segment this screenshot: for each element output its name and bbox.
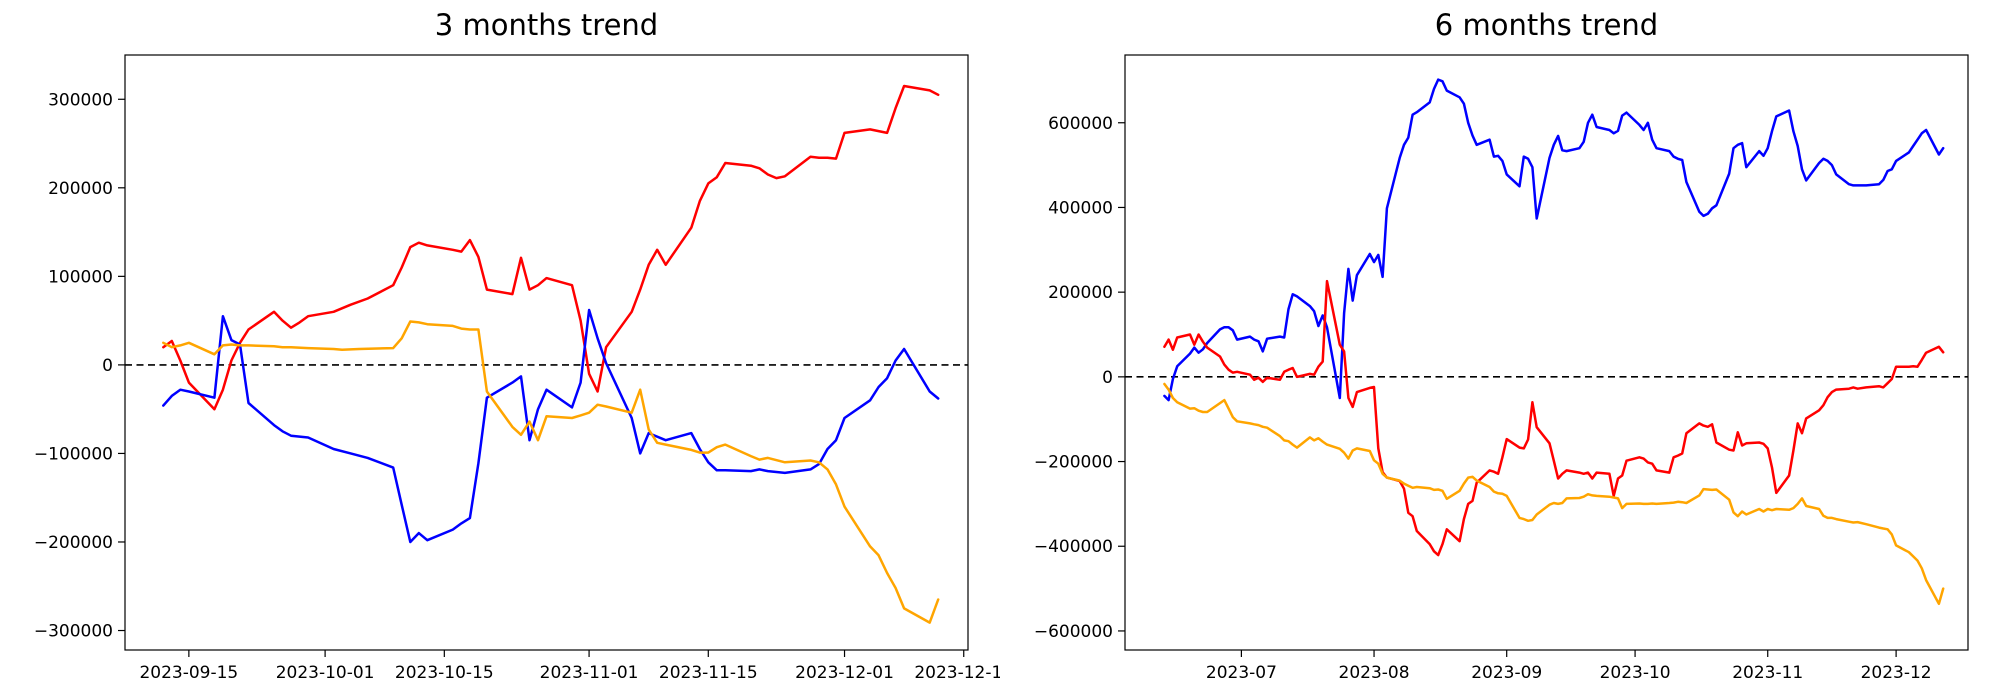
x-tick-label: 2023-12-15 <box>914 663 1000 683</box>
series-line-blue <box>1163 78 1945 402</box>
y-tick-label: 200000 <box>48 179 113 199</box>
x-tick-label: 2023-11-01 <box>540 663 639 683</box>
y-tick-label: 100000 <box>48 267 113 287</box>
y-tick-label: −300000 <box>34 622 113 642</box>
series-line-red <box>162 84 940 411</box>
x-tick-label: 2023-10-15 <box>395 663 494 683</box>
series-line-orange <box>1163 382 1945 606</box>
series-line-red <box>1163 279 1945 557</box>
chart-panel-6-months: 6 months trend 600000 400000 200000 0 −20000… <box>1000 0 2000 700</box>
y-tick-label: −600000 <box>1034 622 1113 642</box>
x-tick-label: 2023-07 <box>1206 663 1277 683</box>
x-tick-label: 2023-10 <box>1600 663 1671 683</box>
x-tick-label: 2023-09 <box>1471 663 1542 683</box>
chart-svg-3-months: 300000 200000 100000 0 −100000 −200000 −300000… <box>34 54 1000 683</box>
y-tick-label: 0 <box>102 356 113 376</box>
x-tick-label: 2023-11 <box>1732 663 1803 683</box>
x-tick-label: 2023-12-01 <box>795 663 894 683</box>
y-tick-label: −100000 <box>34 444 113 464</box>
y-tick-label: 400000 <box>1048 198 1113 218</box>
chart-svg-6-months: 600000 400000 200000 0 −200000 −400000 −600000… <box>1034 54 1969 683</box>
y-tick-label: −400000 <box>1034 537 1113 557</box>
y-tick-label: −200000 <box>1034 453 1113 473</box>
y-tick-label: 0 <box>1102 368 1113 388</box>
y-tick-label: −200000 <box>34 533 113 553</box>
chart-panel-3-months: 3 months trend 300000 200000 100000 0 −10000… <box>34 8 1000 683</box>
series-line-orange <box>162 320 940 624</box>
x-tick-label: 2023-12 <box>1861 663 1932 683</box>
y-tick-label: 200000 <box>1048 283 1113 303</box>
x-tick-label: 2023-08 <box>1339 663 1410 683</box>
plot-frame <box>124 54 969 651</box>
chart-title-6-months: 6 months trend <box>1434 8 1659 42</box>
series-line-blue <box>162 308 940 544</box>
chart-title-3-months: 3 months trend <box>434 8 659 42</box>
x-tick-label: 2023-10-01 <box>276 663 375 683</box>
x-tick-label: 2023-11-15 <box>659 663 758 683</box>
y-tick-label: 600000 <box>1048 114 1113 134</box>
y-tick-label: 300000 <box>48 90 113 110</box>
plot-frame <box>1124 54 1969 651</box>
x-tick-label: 2023-09-15 <box>139 663 238 683</box>
